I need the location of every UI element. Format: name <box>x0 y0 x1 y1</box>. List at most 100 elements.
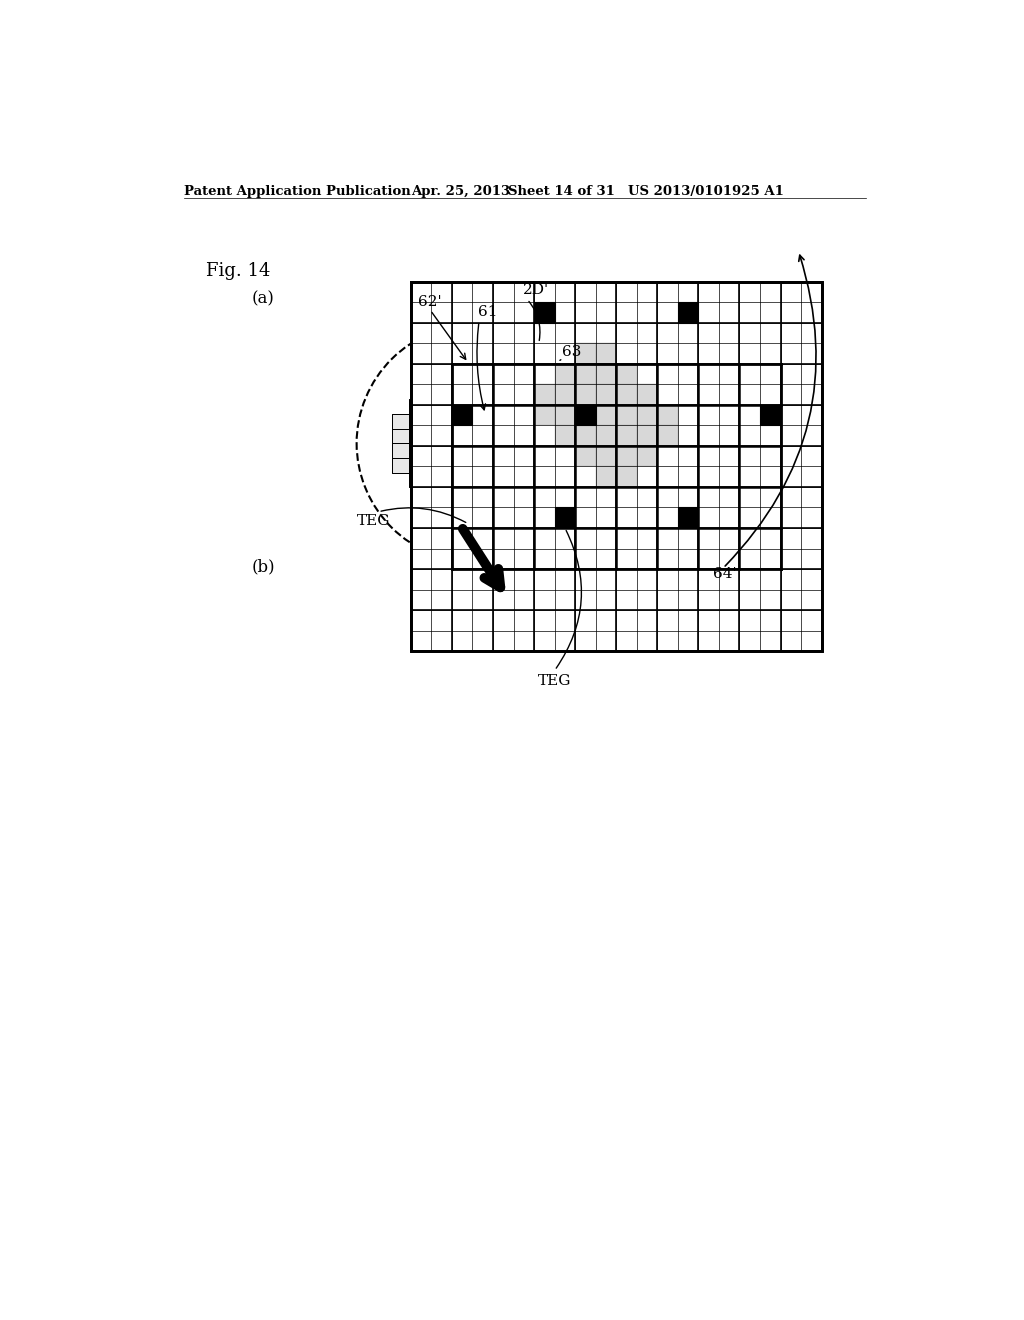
Bar <box>596 425 616 446</box>
Bar <box>477 355 494 370</box>
Bar <box>511 385 528 400</box>
Bar <box>460 400 477 414</box>
Bar <box>442 429 460 444</box>
Text: TEG: TEG <box>356 515 390 528</box>
Bar <box>637 405 657 425</box>
Bar <box>426 400 442 414</box>
Bar <box>616 425 637 446</box>
Text: 2D': 2D' <box>523 282 549 297</box>
Bar <box>409 458 426 473</box>
Bar <box>637 425 657 446</box>
Bar <box>555 507 575 528</box>
Bar <box>442 487 460 502</box>
Bar <box>391 429 409 444</box>
Bar <box>442 487 460 502</box>
Bar <box>535 384 555 405</box>
Bar <box>477 400 494 414</box>
Bar <box>460 473 477 487</box>
Text: (a): (a) <box>252 290 274 308</box>
Bar <box>477 516 494 531</box>
Bar <box>555 405 575 425</box>
Bar <box>442 502 460 516</box>
Bar <box>545 429 562 444</box>
Bar <box>391 458 409 473</box>
Bar <box>409 458 426 473</box>
Bar <box>460 487 477 502</box>
Bar <box>460 385 477 400</box>
Bar <box>555 384 575 405</box>
Bar <box>391 414 409 429</box>
Bar <box>409 414 426 429</box>
Bar <box>494 370 511 385</box>
Bar <box>460 444 477 458</box>
Bar <box>494 473 511 487</box>
Bar <box>511 473 528 487</box>
Bar <box>494 473 511 487</box>
Bar <box>596 364 616 384</box>
Bar <box>555 425 575 446</box>
Bar <box>616 446 637 466</box>
Bar <box>460 487 477 502</box>
Bar <box>409 429 426 444</box>
Bar <box>426 473 442 487</box>
Bar <box>494 400 511 414</box>
Bar <box>545 444 562 458</box>
Bar <box>460 355 477 370</box>
Bar <box>426 385 442 400</box>
Bar <box>535 405 555 425</box>
Bar <box>409 400 426 414</box>
Bar <box>460 516 477 531</box>
Bar <box>528 458 545 473</box>
Bar <box>460 414 477 429</box>
Bar <box>678 302 698 322</box>
Bar <box>545 444 562 458</box>
Bar <box>411 281 821 651</box>
Bar <box>460 516 477 531</box>
Bar <box>477 370 494 385</box>
Bar <box>494 502 511 516</box>
Bar <box>477 487 494 502</box>
Bar <box>411 281 821 651</box>
Bar <box>460 502 477 516</box>
Bar <box>426 414 442 429</box>
Bar <box>442 444 460 458</box>
Bar <box>494 429 511 444</box>
Bar <box>426 400 442 414</box>
Bar <box>452 405 472 425</box>
Bar <box>528 414 545 429</box>
Bar <box>426 385 442 400</box>
Bar <box>426 444 442 458</box>
Bar <box>511 487 528 502</box>
Bar <box>409 444 426 458</box>
Bar <box>575 425 596 446</box>
Bar <box>494 444 511 458</box>
Bar <box>494 429 511 444</box>
Bar <box>575 384 596 405</box>
Bar <box>511 429 528 444</box>
Bar <box>426 458 442 473</box>
Bar <box>616 405 637 425</box>
Bar <box>460 429 477 444</box>
Bar <box>460 516 477 531</box>
Bar <box>637 446 657 466</box>
Bar <box>545 414 562 429</box>
Bar <box>477 429 494 444</box>
Text: TEG: TEG <box>538 675 571 688</box>
Bar <box>616 384 637 405</box>
Text: (b): (b) <box>252 558 275 576</box>
Bar <box>477 502 494 516</box>
Bar <box>494 487 511 502</box>
Bar <box>442 473 460 487</box>
Bar <box>528 400 545 414</box>
Bar <box>494 370 511 385</box>
Bar <box>477 355 494 370</box>
Bar <box>477 385 494 400</box>
Bar <box>494 444 511 458</box>
Bar <box>575 405 596 425</box>
Bar <box>511 444 528 458</box>
Bar <box>596 446 616 466</box>
Bar <box>575 405 596 425</box>
Bar <box>442 370 460 385</box>
Bar <box>426 487 442 502</box>
Bar <box>494 414 511 429</box>
